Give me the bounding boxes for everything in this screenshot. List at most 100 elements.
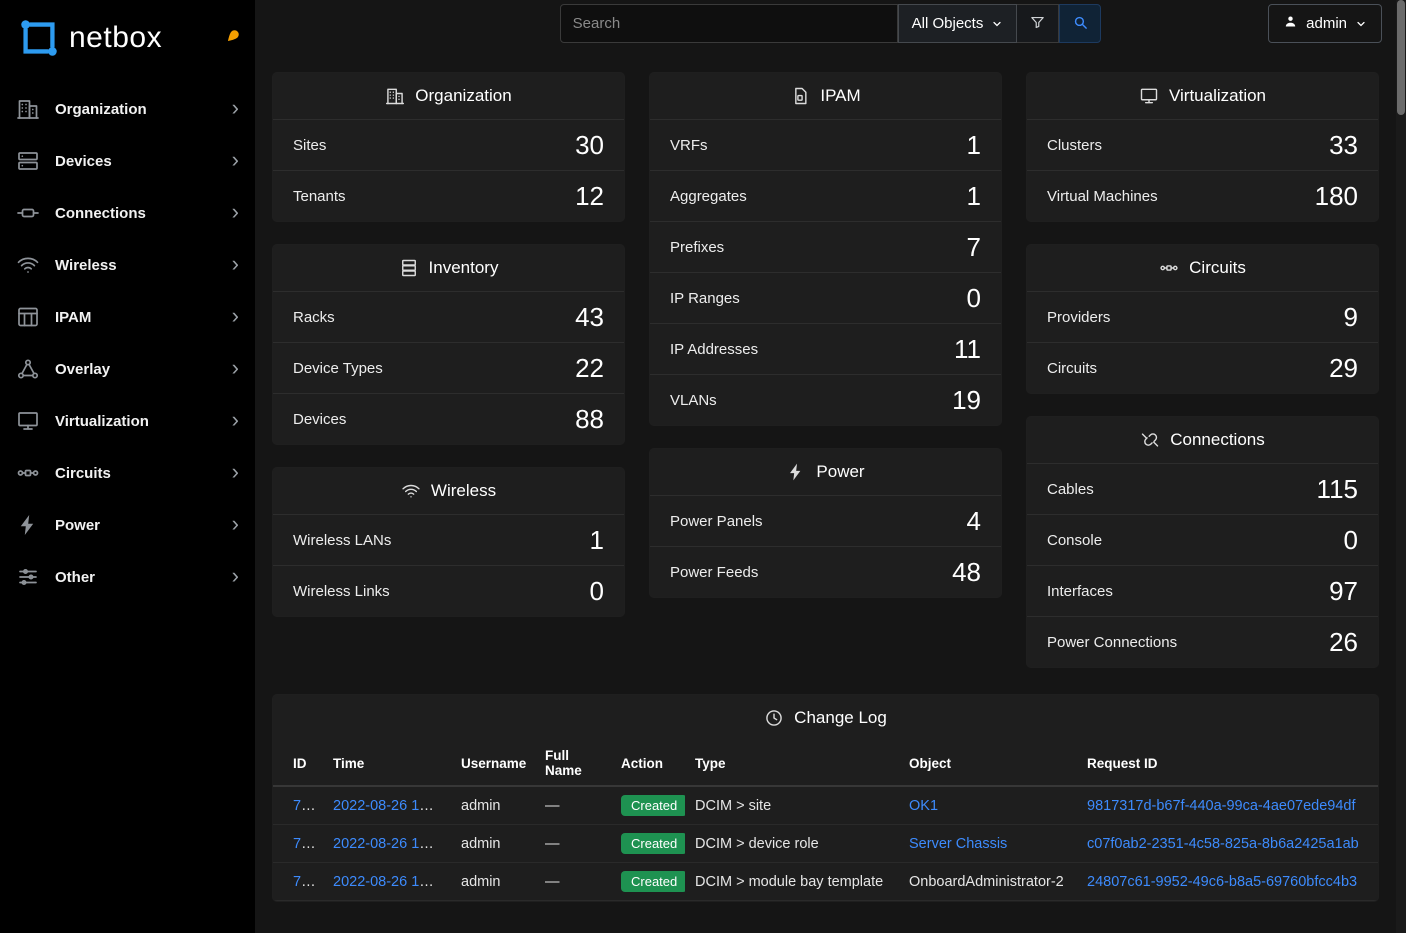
- stat-label[interactable]: Tenants: [293, 187, 346, 205]
- stat-row: Power Connections 26: [1027, 616, 1378, 667]
- stat-value[interactable]: 1: [966, 180, 981, 211]
- sidebar-item-virtualization[interactable]: Virtualization ›: [0, 395, 255, 447]
- log-id-link[interactable]: 754: [293, 835, 318, 852]
- log-request-id-link[interactable]: 9817317d-b67f-440a-99ca-4ae07ede94df: [1087, 797, 1356, 814]
- stat-row: Cables 115: [1027, 463, 1378, 514]
- stat-list: Cables 115 Console 0 Interfaces 97 Power…: [1027, 463, 1378, 667]
- stat-label[interactable]: Sites: [293, 136, 327, 154]
- stat-value[interactable]: 12: [575, 180, 604, 211]
- log-id-link[interactable]: 753: [293, 873, 318, 890]
- stat-label[interactable]: Providers: [1047, 308, 1111, 326]
- stat-value[interactable]: 26: [1329, 626, 1358, 657]
- stat-value[interactable]: 22: [575, 352, 604, 383]
- column-header-type: Type: [685, 741, 899, 787]
- stat-value[interactable]: 43: [575, 301, 604, 332]
- sidebar-item-label: Other: [55, 568, 96, 586]
- sidebar-item-label: Wireless: [55, 256, 117, 274]
- stat-label[interactable]: Devices: [293, 410, 347, 428]
- column-header-time: Time: [323, 741, 451, 787]
- log-object-link[interactable]: Server Chassis: [909, 835, 1008, 852]
- stat-label[interactable]: Cables: [1047, 480, 1094, 498]
- stat-row: Power Panels 4: [650, 495, 1001, 546]
- stat-label[interactable]: VRFs: [670, 136, 708, 154]
- stat-value[interactable]: 0: [966, 282, 981, 313]
- search-submit-button[interactable]: [1059, 4, 1102, 43]
- stat-value[interactable]: 33: [1329, 129, 1358, 160]
- pin-sidebar-icon[interactable]: [220, 24, 244, 48]
- stat-label[interactable]: Circuits: [1047, 359, 1098, 377]
- sidebar-item-ipam[interactable]: IPAM ›: [0, 291, 255, 343]
- stat-value[interactable]: 11: [954, 333, 981, 364]
- stat-value[interactable]: 30: [575, 129, 604, 160]
- sidebar-item-organization[interactable]: Organization ›: [0, 83, 255, 135]
- stat-row: Clusters 33: [1027, 119, 1378, 170]
- stat-label[interactable]: Clusters: [1047, 136, 1103, 154]
- sidebar-item-circuits[interactable]: Circuits ›: [0, 447, 255, 499]
- stat-label[interactable]: VLANs: [670, 391, 717, 409]
- sidebar-item-power[interactable]: Power ›: [0, 499, 255, 551]
- stat-row: VRFs 1: [650, 119, 1001, 170]
- stat-label[interactable]: Prefixes: [670, 238, 725, 256]
- sidebar: netbox Organization › Devices › Connecti…: [0, 0, 255, 933]
- log-time-link[interactable]: 2022-08-26 14:17: [333, 835, 448, 852]
- user-menu-button[interactable]: admin: [1268, 4, 1382, 43]
- stat-value[interactable]: 19: [952, 384, 981, 415]
- stat-list: Racks 43 Device Types 22 Devices 88: [273, 291, 624, 444]
- stat-label[interactable]: Power Connections: [1047, 633, 1178, 651]
- stat-label[interactable]: Power Panels: [670, 512, 763, 530]
- stat-value[interactable]: 115: [1316, 473, 1358, 504]
- log-object-link[interactable]: OK1: [909, 797, 939, 814]
- stat-label[interactable]: Racks: [293, 308, 335, 326]
- stat-label[interactable]: Aggregates: [670, 187, 747, 205]
- log-request-id-link[interactable]: 24807c61-9952-49c6-b8a5-69760bfcc4b3: [1087, 873, 1358, 890]
- stat-label[interactable]: Device Types: [293, 359, 383, 377]
- log-request-id-link[interactable]: c07f0ab2-2351-4c58-825a-8b6a2425a1ab: [1087, 835, 1359, 852]
- stat-label[interactable]: Wireless LANs: [293, 531, 392, 549]
- stat-value[interactable]: 180: [1314, 180, 1358, 211]
- stat-label[interactable]: Power Feeds: [670, 563, 759, 581]
- log-time-link[interactable]: 2022-08-26 14:22: [333, 797, 448, 814]
- stat-label[interactable]: Console: [1047, 531, 1103, 549]
- card-header: Inventory: [273, 245, 624, 291]
- chevron-right-icon: ›: [231, 198, 239, 224]
- scrollbar-thumb[interactable]: [1397, 0, 1405, 115]
- sidebar-item-overlay[interactable]: Overlay ›: [0, 343, 255, 395]
- stat-label[interactable]: Virtual Machines: [1047, 187, 1158, 205]
- sidebar-item-label: Devices: [55, 152, 112, 170]
- log-time-link[interactable]: 2022-08-26 14:15: [333, 873, 448, 890]
- stat-value[interactable]: 97: [1329, 575, 1358, 606]
- stat-value[interactable]: 48: [952, 556, 981, 587]
- sidebar-item-connections[interactable]: Connections ›: [0, 187, 255, 239]
- stat-row: Prefixes 7: [650, 221, 1001, 272]
- sidebar-item-other[interactable]: Other ›: [0, 551, 255, 603]
- log-type: DCIM > module bay template: [685, 862, 899, 901]
- stat-value[interactable]: 0: [1343, 524, 1358, 555]
- stat-value[interactable]: 1: [589, 524, 604, 555]
- stat-value[interactable]: 1: [966, 129, 981, 160]
- stat-label[interactable]: Wireless Links: [293, 582, 390, 600]
- stat-label[interactable]: IP Addresses: [670, 340, 759, 358]
- sidebar-item-wireless[interactable]: Wireless ›: [0, 239, 255, 291]
- transit-icon: [1159, 258, 1179, 278]
- card-title: Inventory: [428, 258, 499, 277]
- stat-label[interactable]: IP Ranges: [670, 289, 740, 307]
- stat-label[interactable]: Interfaces: [1047, 582, 1113, 600]
- filter-button[interactable]: [1017, 4, 1060, 43]
- stat-value[interactable]: 0: [589, 575, 604, 606]
- sidebar-item-label: Organization: [55, 100, 147, 118]
- stat-value[interactable]: 7: [966, 231, 981, 262]
- stat-value[interactable]: 88: [575, 403, 604, 434]
- stat-value[interactable]: 29: [1329, 352, 1358, 383]
- stat-row: Devices 88: [273, 393, 624, 444]
- object-type-dropdown[interactable]: All Objects: [897, 4, 1018, 43]
- netbox-logo[interactable]: netbox: [16, 15, 162, 61]
- overlay-icon: [16, 357, 40, 381]
- sidebar-item-devices[interactable]: Devices ›: [0, 135, 255, 187]
- scrollbar[interactable]: [1396, 0, 1406, 933]
- log-id-link[interactable]: 755: [293, 797, 318, 814]
- search-input[interactable]: [559, 4, 898, 43]
- action-badge: Created: [621, 795, 685, 816]
- stat-value[interactable]: 9: [1343, 301, 1358, 332]
- stat-row: Providers 9: [1027, 291, 1378, 342]
- stat-value[interactable]: 4: [966, 505, 981, 536]
